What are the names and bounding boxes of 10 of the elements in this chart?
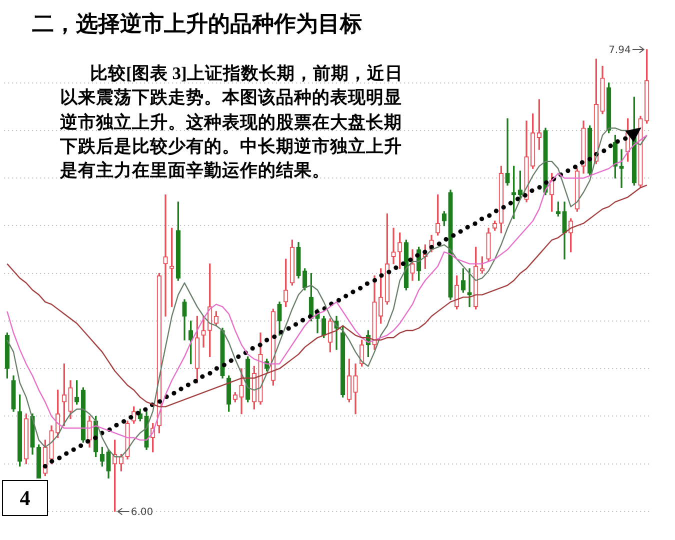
annotation: 6.00	[130, 507, 154, 518]
candlestick	[619, 149, 624, 188]
annotation: 7.94	[608, 45, 631, 56]
annotation: 4	[2, 480, 48, 516]
text: 比较[图表 3]上证指数长期，前期，近日以来震荡下跌走势。本图该品种的表现明显逆市独立上升。这种表现的股票在大盘长期下跌后是比较少有的。中长期逆市独立上升是有主力在里面辛勤运作的结果。	[60, 62, 404, 182]
candlestick	[467, 268, 472, 308]
candlestick	[505, 118, 510, 186]
chart-title: 二，选择逆市上升的品种作为目标	[32, 10, 362, 39]
candlestick	[163, 194, 168, 317]
candlestick	[391, 228, 396, 264]
